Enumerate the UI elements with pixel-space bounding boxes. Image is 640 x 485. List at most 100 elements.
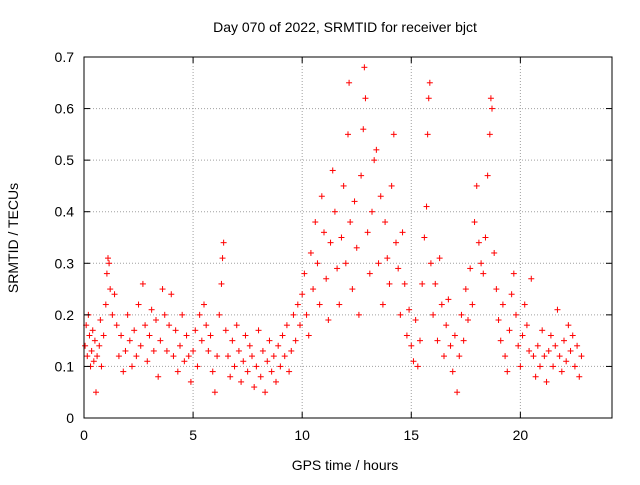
- data-point: [209, 368, 216, 375]
- data-point: [129, 363, 135, 370]
- data-point: [567, 347, 574, 354]
- data-point: [434, 337, 441, 344]
- data-point: [487, 95, 494, 102]
- data-point: [390, 131, 397, 138]
- data-point: [253, 363, 260, 370]
- data-point: [565, 322, 572, 329]
- data-point: [554, 306, 561, 313]
- data-point: [366, 270, 373, 277]
- data-point: [499, 301, 506, 308]
- data-point: [157, 337, 164, 344]
- data-point: [334, 265, 341, 272]
- y-tick-label: 0.1: [55, 358, 75, 374]
- data-point: [185, 353, 192, 360]
- data-point: [384, 255, 391, 262]
- x-tick-label: 5: [189, 427, 197, 443]
- data-point: [183, 332, 190, 339]
- data-point: [458, 311, 465, 318]
- data-point: [135, 301, 142, 308]
- data-point: [150, 347, 157, 354]
- data-point: [342, 260, 349, 267]
- data-point: [353, 244, 360, 251]
- y-tick-label: 0.7: [55, 49, 75, 65]
- data-point: [246, 342, 253, 349]
- data-point: [144, 358, 151, 365]
- data-point: [358, 172, 365, 179]
- data-point: [508, 291, 515, 298]
- data-point: [196, 311, 203, 318]
- data-point: [201, 301, 207, 308]
- data-point: [360, 126, 367, 133]
- data-point: [419, 280, 426, 287]
- data-point: [211, 389, 218, 396]
- data-point: [205, 347, 212, 354]
- data-point: [371, 157, 378, 164]
- data-point: [97, 317, 104, 324]
- data-point: [122, 347, 129, 354]
- data-point: [576, 373, 583, 380]
- data-point: [438, 301, 445, 308]
- data-point: [432, 280, 439, 287]
- data-point: [137, 342, 144, 349]
- data-point: [373, 146, 380, 153]
- data-point: [379, 301, 386, 308]
- data-point: [118, 332, 125, 339]
- data-point: [255, 327, 262, 334]
- x-tick-label: 20: [513, 427, 529, 443]
- axis-ticks: 0 5 10 15 20 0 0.1 0.2 0.3 0.4 0.5 0.6 0.7: [55, 49, 612, 443]
- data-point: [251, 384, 258, 391]
- data-point: [364, 229, 371, 236]
- data-point: [161, 311, 168, 318]
- data-point: [316, 301, 323, 308]
- data-point: [462, 286, 469, 293]
- data-point: [426, 79, 433, 86]
- data-point: [103, 270, 110, 277]
- data-point: [486, 131, 493, 138]
- data-point: [331, 208, 338, 215]
- data-point: [506, 327, 513, 334]
- data-point: [406, 306, 413, 313]
- data-point: [89, 327, 96, 334]
- data-point: [430, 311, 437, 318]
- data-point: [528, 275, 535, 282]
- data-point: [493, 286, 500, 293]
- data-point: [454, 389, 461, 396]
- data-point: [351, 198, 358, 205]
- data-point: [410, 358, 417, 365]
- data-point: [294, 301, 301, 308]
- data-point: [159, 286, 166, 293]
- data-point: [297, 322, 303, 329]
- data-point: [222, 327, 229, 334]
- data-point: [82, 342, 89, 349]
- data-point: [305, 332, 312, 339]
- data-point: [484, 172, 491, 179]
- data-point: [515, 342, 522, 349]
- data-point: [517, 363, 524, 370]
- data-point: [153, 317, 159, 324]
- data-point: [214, 353, 221, 360]
- data-point: [338, 234, 345, 241]
- data-point: [290, 311, 297, 318]
- data-point: [403, 332, 410, 339]
- data-point: [532, 373, 539, 380]
- data-point: [111, 291, 118, 298]
- data-point: [231, 363, 238, 370]
- data-point: [190, 347, 197, 354]
- data-point: [417, 337, 423, 344]
- data-point: [207, 332, 214, 339]
- data-point: [146, 332, 153, 339]
- data-point: [441, 353, 447, 360]
- data-point: [238, 378, 245, 385]
- data-point: [323, 275, 330, 282]
- data-point: [292, 337, 299, 344]
- data-point: [312, 219, 319, 226]
- data-point: [556, 353, 563, 360]
- data-point: [109, 311, 116, 318]
- data-point: [530, 353, 537, 360]
- data-point: [537, 363, 543, 370]
- data-point: [465, 317, 471, 324]
- data-point: [96, 342, 103, 349]
- y-tick-label: 0.3: [55, 255, 75, 271]
- data-point: [451, 332, 458, 339]
- data-point: [377, 193, 384, 200]
